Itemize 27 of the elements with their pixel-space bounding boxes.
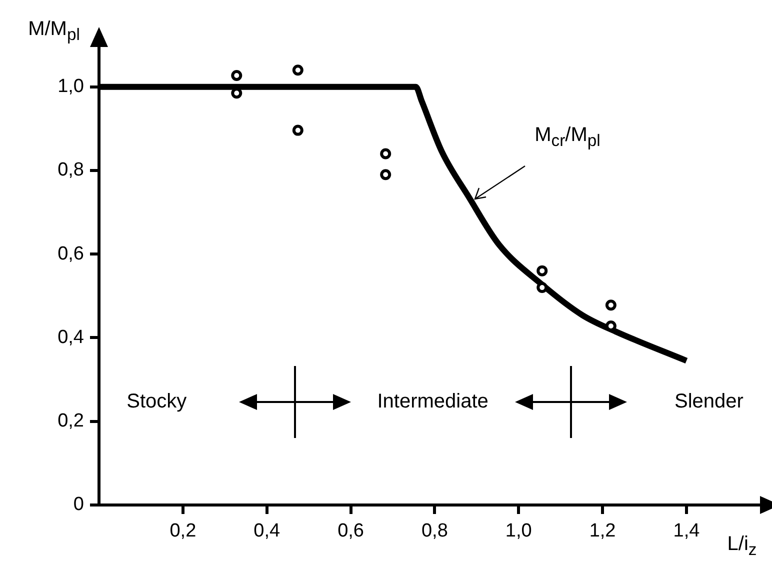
point — [536, 265, 548, 276]
x-tick-label: 1,2 — [589, 520, 616, 542]
x-tick-label: 0,2 — [170, 520, 196, 542]
point — [231, 70, 242, 82]
annotation: Stocky — [126, 390, 187, 414]
x-tick-label: 0,6 — [338, 520, 364, 542]
x-tick-label: 0,8 — [421, 520, 448, 542]
x-axis-title: L/i$_{z}$ — [727, 532, 757, 561]
y-tick-label: 1,0 — [58, 76, 84, 98]
point — [605, 300, 616, 311]
point — [380, 148, 392, 160]
y-tick-label: 0,4 — [58, 326, 84, 348]
x-tick-label: 1,4 — [673, 520, 700, 542]
point — [292, 64, 304, 76]
point — [536, 282, 548, 294]
annotation: M$_{cr}$/M$_{pl}$ — [534, 122, 600, 152]
annotation: Slender — [674, 390, 744, 414]
y-tick-label: 0,6 — [58, 243, 84, 264]
y-tick-label: 0,8 — [58, 160, 84, 181]
y-tick-label: 0,2 — [58, 410, 84, 432]
point — [292, 124, 304, 136]
annotation: Intermediate — [377, 390, 488, 414]
y-axis-title: M/M$_{pl}$ — [28, 17, 80, 46]
x-tick-label: 0,4 — [254, 520, 280, 542]
x-tick-label: 1,0 — [505, 520, 532, 542]
point — [380, 169, 392, 180]
y-tick-label: 0 — [73, 494, 84, 516]
